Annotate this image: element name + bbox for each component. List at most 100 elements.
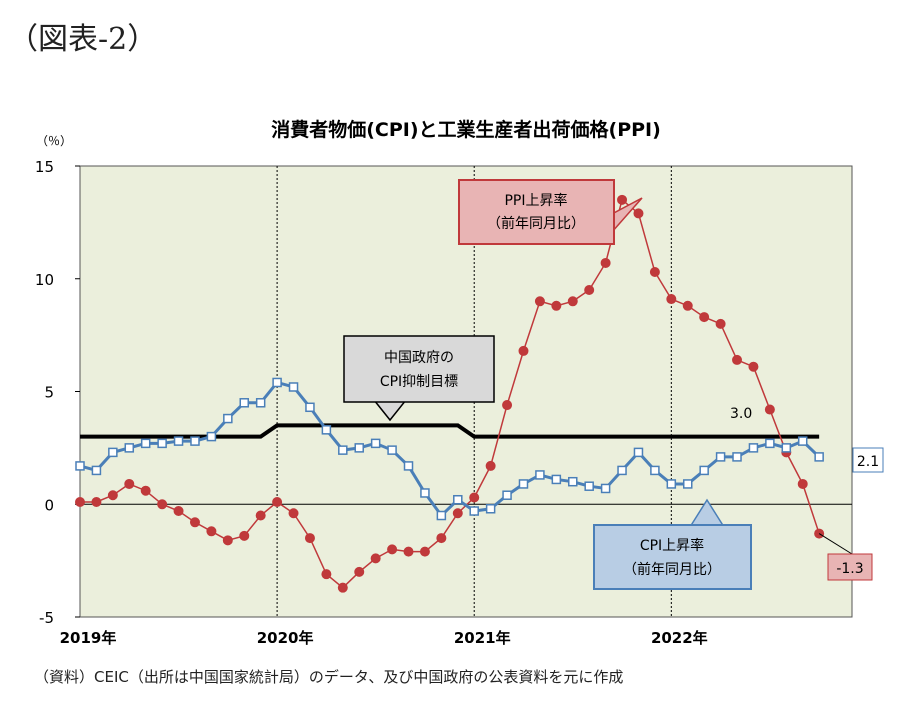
ppi-callout-line2: （前年同月比） [487,215,585,232]
cpi-point [682,479,693,489]
ppi-point [485,460,496,471]
ppi-point [502,400,513,411]
cpi-point [370,438,381,449]
cpi-last-box [852,447,884,473]
ppi-series [75,194,825,593]
ppi-point [567,296,578,307]
cpi-point [502,490,512,500]
y-tick-label: -5 [39,609,54,627]
x-tick-label: 2020年 [257,629,314,647]
ppi-point [91,496,102,507]
ppi-point [666,294,677,305]
ppi-point [288,508,299,519]
ppi-point [272,496,283,507]
ppi-point [797,478,808,489]
ppi-point [715,318,726,329]
ppi-point [157,499,168,510]
x-tick-label: 2022年 [651,629,708,647]
y-axis: -5 0 5 10 15 [35,158,80,627]
source-note: （資料）CEIC（出所は中国国家統計局）のデータ、及び中国政府の公表資料を元に作… [34,668,624,686]
cpi-callout-line2: （前年同月比） [623,561,721,578]
target-callout-box [343,335,495,403]
y-tick-label: 5 [44,384,54,402]
ppi-point [173,506,184,517]
cpi-point [699,465,709,476]
cpi-line [79,380,821,518]
cpi-point [157,438,167,449]
cpi-point [140,438,151,449]
ppi-point [107,490,118,501]
cpi-point [124,443,135,453]
ppi-callout-line1: PPI上昇率 [504,192,567,209]
cpi-point [814,452,824,462]
ppi-point [387,544,398,555]
cpi-series [75,377,824,521]
ppi-point [124,478,135,489]
y-unit-label: （％） [36,134,72,148]
cpi-point [436,510,447,521]
cpi-point [617,465,627,476]
ppi-point [649,266,660,277]
cpi-point [190,436,200,446]
chart-title: 消費者物価(CPI)と工業生産者出荷価格(PPI) [271,118,661,141]
ppi-point [584,285,595,296]
cpi-point [206,431,217,442]
cpi-point [288,382,299,392]
y-tick-label: 0 [44,496,54,514]
cpi-point [551,474,562,485]
cpi-point [305,402,315,413]
ppi-point [436,533,447,544]
ppi-point [748,361,759,372]
cpi-point [633,447,644,458]
cpi-point [272,377,282,388]
cpi-point [666,479,677,489]
cpi-point [600,483,611,494]
cpi-point [518,479,529,489]
cpi-point [338,445,348,455]
ppi-point [551,300,562,311]
cpi-point [797,436,808,446]
ppi-point [403,546,414,557]
ppi-point [189,517,200,528]
cpi-point [584,481,594,491]
ppi-point [337,582,348,593]
target-value-label: 3.0 [730,406,752,422]
cpi-point [354,443,364,453]
cpi-point [91,465,102,476]
y-tick-label: 10 [35,271,54,289]
target-callout-line2: CPI抑制目標 [380,374,458,390]
cpi-point [173,436,184,446]
ppi-point [304,533,315,544]
ppi-point [321,569,332,580]
ppi-point [452,508,463,519]
ppi-point [419,546,430,557]
ppi-last-leader [818,533,853,555]
ppi-point [206,526,217,537]
cpi-last-value: 2.1 [857,454,879,470]
ppi-point [140,485,151,496]
ppi-point [699,312,710,323]
cpi-point [108,447,118,458]
figure-label: （図表-2） [8,22,158,57]
cpi-callout-box [593,524,752,590]
cpi-point [715,452,726,462]
ppi-point [732,354,743,365]
ppi-point [255,510,266,521]
ppi-point [764,404,775,415]
ppi-point [354,566,365,577]
cpi-point [732,452,742,462]
cpi-point [453,494,463,505]
cpi-point [239,398,250,408]
y-tick-label: 15 [35,158,54,176]
cpi-point [223,413,233,424]
ppi-point [222,535,233,546]
cpi-point [485,504,496,514]
cpi-point [321,425,332,435]
target-line [80,423,820,439]
cpi-point [387,445,397,455]
ppi-point [682,300,693,311]
ppi-point [518,345,529,356]
ppi-point [600,257,611,268]
x-tick-label: 2019年 [60,629,117,647]
